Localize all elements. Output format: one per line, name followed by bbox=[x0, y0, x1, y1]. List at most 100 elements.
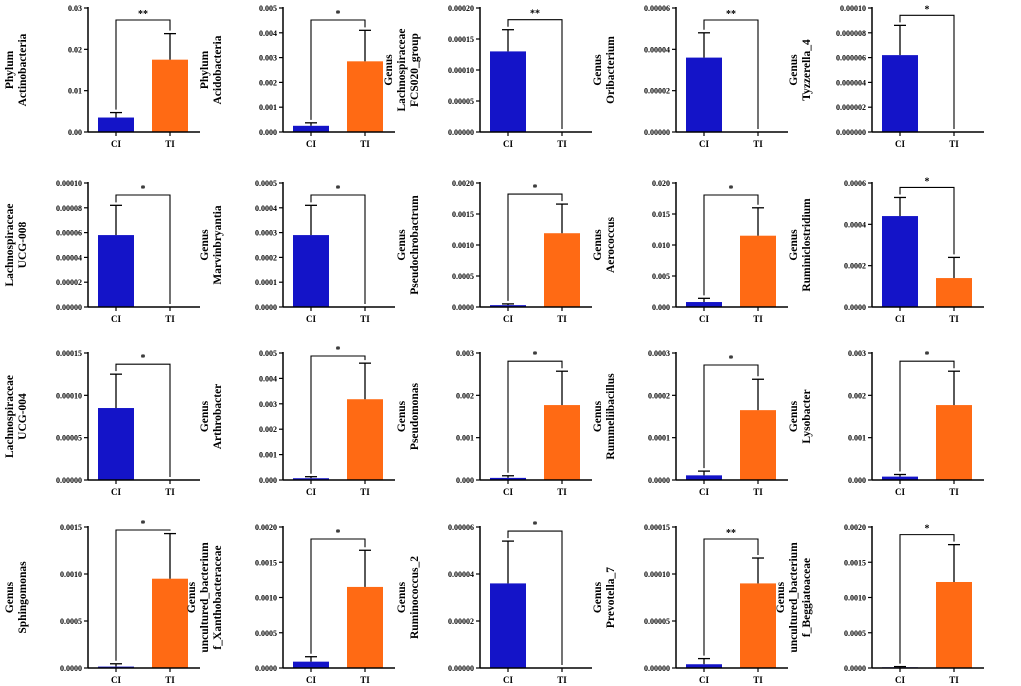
chart-panel-14: 0.0000 0.0001 0.0002 0.0003 Genus Rummeliibac… bbox=[592, 349, 788, 497]
y-tick-label: 0.0003 bbox=[255, 229, 277, 238]
y-tick-label: 0.001 bbox=[259, 451, 277, 460]
y-tick-label: 0.00004 bbox=[448, 570, 474, 579]
x-tick-label: TI bbox=[753, 487, 763, 497]
x-tick-label: TI bbox=[165, 487, 175, 497]
y-tick-label: 0.0000 bbox=[60, 664, 82, 673]
bar-CI bbox=[686, 57, 722, 132]
y-tick-label: 0.00000 bbox=[448, 664, 474, 673]
chart-panel-12: 0.000 0.001 0.002 0.003 0.004 0.005 Genus Arthr… bbox=[199, 345, 395, 497]
x-tick-label: CI bbox=[306, 314, 316, 324]
significance-bracket bbox=[899, 534, 955, 664]
x-tick-label: CI bbox=[503, 487, 513, 497]
y-axis-label: Phylum bbox=[199, 50, 211, 89]
significance-marker: * bbox=[925, 524, 930, 535]
y-axis-label: Genus bbox=[396, 229, 408, 261]
significance-marker: * bbox=[141, 519, 146, 530]
significance-marker: * bbox=[336, 528, 341, 539]
bar-TI bbox=[347, 61, 383, 132]
significance-marker: * bbox=[533, 350, 538, 361]
y-tick-label: 0.00002 bbox=[644, 87, 670, 96]
y-tick-label: 0.00 bbox=[68, 128, 82, 137]
y-tick-label: 0.000004 bbox=[836, 78, 866, 87]
significance-bracket bbox=[899, 360, 955, 472]
x-tick-label: CI bbox=[699, 487, 709, 497]
x-tick-label: TI bbox=[165, 675, 175, 685]
y-tick-label: 0.00010 bbox=[56, 391, 82, 400]
significance-marker: * bbox=[925, 4, 930, 15]
y-tick-label: 0.000006 bbox=[836, 54, 866, 63]
y-axis-label: Genus bbox=[396, 400, 408, 432]
y-tick-label: 0.00010 bbox=[644, 570, 670, 579]
y-tick-label: 0.0004 bbox=[844, 220, 866, 229]
y-tick-label: 0.003 bbox=[456, 349, 474, 358]
x-tick-label: TI bbox=[165, 139, 175, 149]
y-tick-label: 0.0015 bbox=[255, 558, 277, 567]
bar-CI bbox=[490, 305, 526, 307]
bar-CI bbox=[882, 476, 918, 480]
y-tick-label: 0.0010 bbox=[255, 594, 277, 603]
y-tick-label: 0.0020 bbox=[844, 523, 866, 532]
x-tick-label: CI bbox=[111, 487, 121, 497]
y-axis-label: Lachnospiraceae bbox=[4, 375, 16, 458]
y-tick-label: 0.004 bbox=[259, 374, 277, 383]
y-axis-label: Genus bbox=[592, 400, 604, 432]
y-tick-label: 0.00000 bbox=[448, 128, 474, 137]
x-tick-label: TI bbox=[949, 139, 959, 149]
significance-bracket bbox=[703, 194, 759, 296]
y-tick-label: 0.0002 bbox=[844, 262, 866, 271]
x-tick-label: TI bbox=[360, 675, 370, 685]
chart-panel-7: 0.0000 0.0001 0.0002 0.0003 0.0004 0.0005 Genu… bbox=[199, 179, 395, 324]
y-axis-label: Genus bbox=[199, 400, 211, 432]
y-tick-label: 0.002 bbox=[259, 425, 277, 434]
bar-CI bbox=[98, 235, 134, 307]
chart-panel-20: 0.0000 0.0005 0.0010 0.0015 0.0020 Genus uncul… bbox=[775, 523, 984, 685]
x-tick-label: TI bbox=[949, 487, 959, 497]
x-tick-label: TI bbox=[753, 314, 763, 324]
bar-TI bbox=[152, 578, 188, 668]
bar-TI bbox=[544, 405, 580, 480]
significance-bracket bbox=[703, 19, 759, 129]
y-tick-label: 0.0004 bbox=[255, 204, 277, 213]
y-tick-label: 0.0002 bbox=[255, 253, 277, 262]
y-axis-label: Phylum bbox=[4, 50, 16, 89]
significance-bracket bbox=[115, 19, 171, 110]
y-tick-label: 0.00000 bbox=[56, 303, 82, 312]
bar-CI bbox=[490, 583, 526, 668]
y-tick-label: 0.00020 bbox=[448, 4, 474, 13]
x-tick-label: TI bbox=[165, 314, 175, 324]
significance-bracket bbox=[507, 530, 563, 665]
y-tick-label: 0.0000 bbox=[255, 664, 277, 673]
y-tick-label: 0.004 bbox=[259, 29, 277, 38]
y-tick-label: 0.0000 bbox=[452, 303, 474, 312]
significance-marker: * bbox=[533, 183, 538, 194]
chart-panel-5: 0.000000 0.000002 0.000004 0.000006 0.000008… bbox=[788, 4, 984, 149]
x-tick-label: CI bbox=[306, 139, 316, 149]
significance-bracket bbox=[310, 19, 366, 120]
significance-bracket bbox=[310, 538, 366, 654]
y-tick-label: 0.001 bbox=[848, 434, 866, 443]
y-axis-label: Genus bbox=[186, 581, 198, 613]
chart-panel-3: 0.00000 0.00005 0.00010 0.00015 0.00020 Genus… bbox=[383, 4, 592, 149]
significance-marker: * bbox=[729, 354, 734, 365]
x-tick-label: CI bbox=[503, 675, 513, 685]
y-axis-label: Genus bbox=[592, 54, 604, 86]
y-axis-label: Acidobacteria bbox=[212, 35, 224, 104]
x-tick-label: CI bbox=[699, 314, 709, 324]
y-tick-label: 0.00008 bbox=[56, 204, 82, 213]
significance-marker: * bbox=[925, 350, 930, 361]
significance-bracket bbox=[507, 360, 563, 473]
y-axis-label: Arthrobacter bbox=[212, 384, 224, 450]
y-tick-label: 0.001 bbox=[259, 103, 277, 112]
y-tick-label: 0.0005 bbox=[452, 272, 474, 281]
x-tick-label: TI bbox=[753, 675, 763, 685]
y-tick-label: 0.00015 bbox=[644, 523, 670, 532]
y-axis-label: Genus bbox=[0, 400, 3, 432]
significance-bracket bbox=[507, 19, 563, 129]
y-axis-label: Aerococcus bbox=[605, 216, 617, 273]
chart-panel-17: 0.0000 0.0005 0.0010 0.0015 0.0020 Genus uncul… bbox=[186, 523, 395, 685]
y-tick-label: 0.0005 bbox=[60, 617, 82, 626]
y-tick-label: 0.0005 bbox=[255, 179, 277, 188]
bar-CI bbox=[293, 478, 329, 480]
